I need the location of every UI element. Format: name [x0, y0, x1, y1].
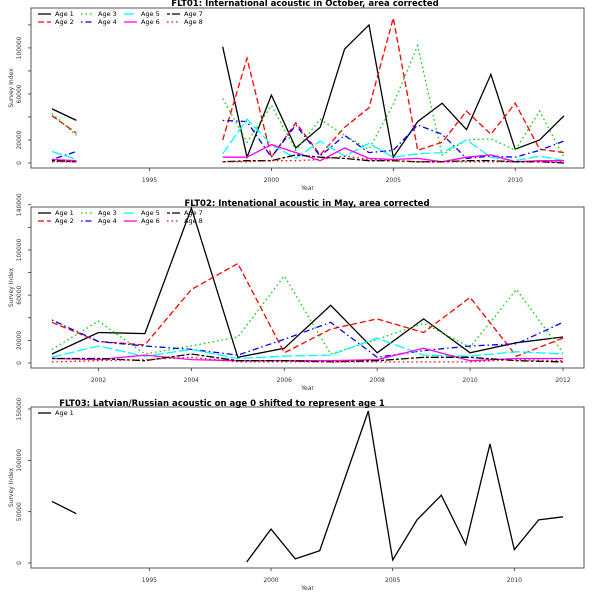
series-age-2: [51, 262, 564, 357]
y-axis-label: Survey Index: [8, 267, 15, 307]
y-tick-label: 0: [16, 361, 23, 365]
y-tick-label: 0: [16, 161, 23, 165]
series-age-4: [51, 119, 565, 161]
x-tick-label: 2000: [264, 177, 279, 184]
series-line: [222, 143, 564, 163]
series-line: [222, 155, 564, 163]
series-line: [51, 274, 564, 355]
y-tick-label: 60000: [16, 285, 23, 304]
y-tick-label: 0: [16, 561, 23, 565]
chart-panel-1: FLT01: International acoustic in October…: [8, 0, 585, 192]
y-tick-label: 100000: [16, 36, 23, 59]
x-tick-label: 1995: [142, 577, 157, 584]
series-age-5: [51, 337, 564, 360]
y-axis-label: Survey Index: [8, 467, 15, 507]
x-axis-label: Year: [300, 185, 314, 192]
series-age-8: [52, 155, 564, 163]
legend-label: Age 3: [98, 209, 117, 217]
series-age-1: [51, 410, 564, 563]
y-tick-label: 100000: [16, 449, 23, 472]
x-tick-label: 2005: [386, 177, 401, 184]
series-line: [51, 150, 77, 161]
x-tick-label: 1995: [142, 177, 157, 184]
plot-frame: [30, 7, 585, 169]
series-line: [51, 337, 564, 360]
x-tick-label: 2010: [508, 177, 523, 184]
series-age-1: [51, 206, 564, 359]
legend-label: Age 8: [184, 217, 203, 225]
series-line: [222, 23, 565, 160]
y-tick-label: 50000: [16, 502, 23, 521]
legend-label: Age 5: [141, 10, 160, 18]
series-age-7: [51, 154, 565, 164]
x-tick-label: 2006: [277, 377, 292, 384]
plot-frame: [30, 206, 585, 369]
series-line: [51, 113, 77, 136]
series-line: [51, 150, 77, 161]
series-line: [52, 353, 564, 363]
legend-label: Age 1: [55, 209, 74, 217]
series-age-1: [51, 23, 565, 160]
x-axis-label: Year: [300, 585, 314, 592]
y-tick-label: 20000: [16, 130, 23, 149]
series-line: [51, 206, 564, 359]
legend-label: Age 4: [98, 217, 117, 225]
legend-label: Age 3: [98, 10, 117, 18]
series-line: [51, 160, 77, 163]
legend-label: Age 1: [55, 10, 74, 18]
series-age-3: [51, 43, 565, 158]
legend-label: Age 2: [55, 18, 74, 26]
x-tick-label: 2008: [370, 377, 385, 384]
series-line: [222, 17, 565, 159]
series-age-7: [52, 353, 564, 363]
x-tick-label: 2004: [184, 377, 199, 384]
series-age-2: [51, 17, 565, 159]
legend: Age 1: [38, 409, 74, 417]
series-line: [51, 158, 77, 162]
y-tick-label: 100000: [16, 238, 23, 261]
x-tick-label: 2010: [507, 577, 522, 584]
x-tick-label: 2000: [263, 577, 278, 584]
series-line: [222, 43, 565, 158]
x-tick-label: 2005: [385, 577, 400, 584]
series-line: [51, 500, 77, 515]
series-line: [222, 119, 565, 160]
y-axis-label: Survey Index: [8, 68, 15, 108]
legend-label: Age 4: [98, 18, 117, 26]
x-axis-label: Year: [300, 385, 314, 392]
legend-label: Age 1: [55, 409, 74, 417]
legend-label: Age 8: [184, 18, 203, 26]
x-tick-label: 2010: [462, 377, 477, 384]
y-tick-label: 140000: [16, 193, 23, 216]
legend-label: Age 6: [141, 18, 160, 26]
series-line: [51, 115, 77, 134]
chart-title: FLT03: Latvian/Russian acoustic on age 0…: [59, 399, 385, 409]
chart-title: FLT02: Intenational acoustic in May, are…: [184, 199, 429, 209]
chart-panel-2: FLT02: Intenational acoustic in May, are…: [8, 193, 585, 392]
series-line: [51, 319, 564, 358]
series-line: [246, 410, 564, 563]
series-age-4: [51, 319, 564, 358]
legend-label: Age 7: [184, 209, 203, 217]
x-tick-label: 2012: [555, 377, 570, 384]
y-tick-label: 20000: [16, 331, 23, 350]
plot-frame: [30, 406, 585, 569]
series-age-3: [51, 274, 564, 355]
y-tick-label: 150000: [16, 397, 23, 420]
legend-label: Age 6: [141, 217, 160, 225]
legend-label: Age 7: [184, 10, 203, 18]
series-age-6: [51, 143, 564, 163]
legend-label: Age 2: [55, 217, 74, 225]
series-line: [51, 108, 77, 121]
y-tick-label: 60000: [16, 84, 23, 103]
x-tick-label: 2002: [91, 377, 106, 384]
legend-label: Age 5: [141, 209, 160, 217]
series-line: [51, 262, 564, 357]
chart-panel-3: FLT03: Latvian/Russian acoustic on age 0…: [8, 397, 585, 592]
chart-title: FLT01: International acoustic in October…: [171, 0, 438, 9]
